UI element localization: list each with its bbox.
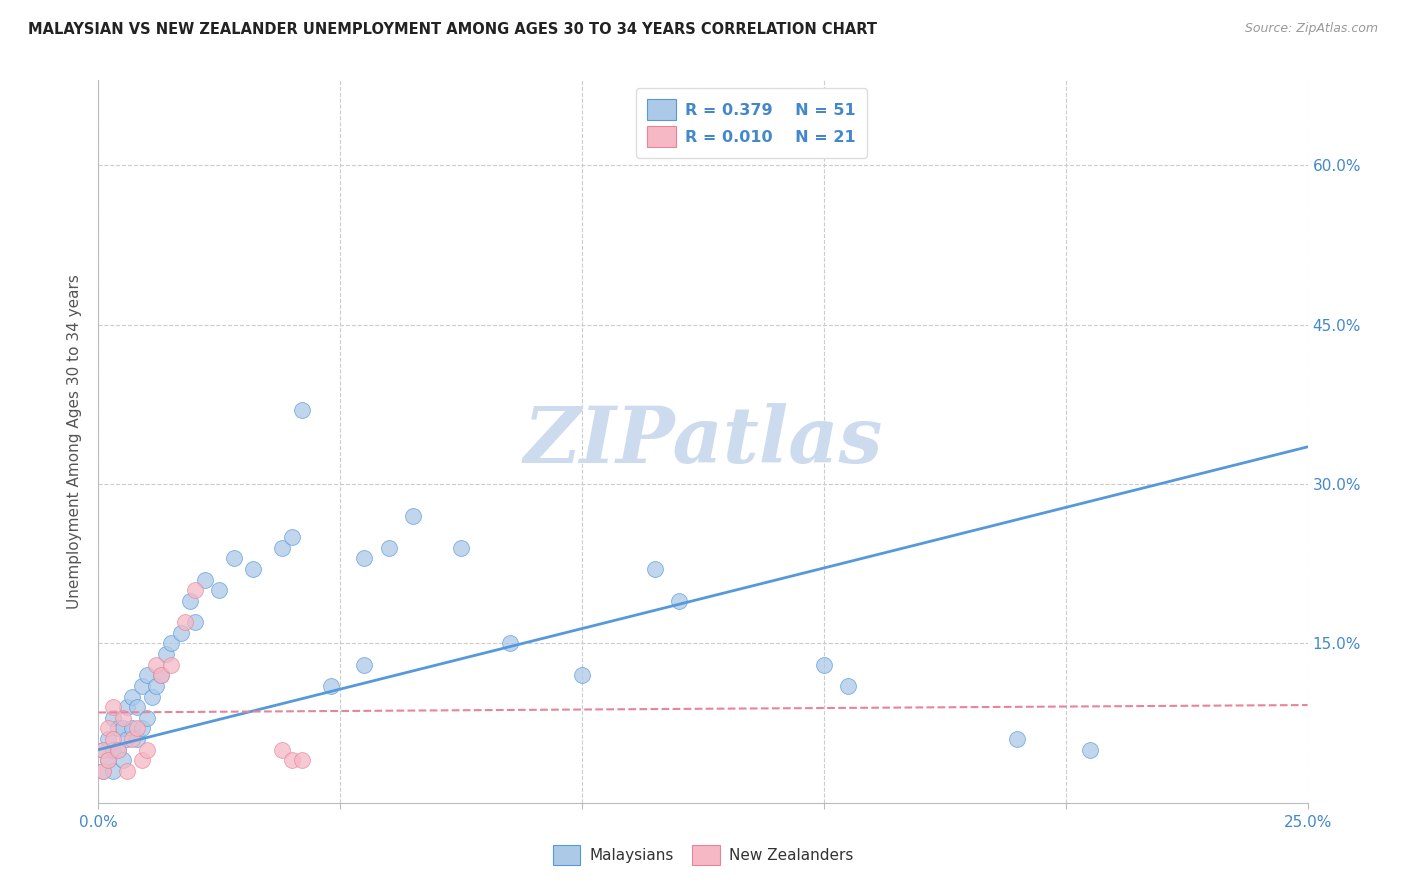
Y-axis label: Unemployment Among Ages 30 to 34 years: Unemployment Among Ages 30 to 34 years bbox=[66, 274, 82, 609]
Point bbox=[169, 625, 191, 640]
Point bbox=[141, 690, 163, 704]
Point bbox=[101, 711, 124, 725]
Point bbox=[145, 679, 167, 693]
Point bbox=[135, 742, 157, 756]
Point bbox=[97, 753, 120, 767]
Point bbox=[101, 764, 124, 778]
Point bbox=[208, 583, 231, 598]
Point bbox=[150, 668, 173, 682]
Point bbox=[97, 722, 120, 736]
Legend: Malaysians, New Zealanders: Malaysians, New Zealanders bbox=[547, 839, 859, 871]
Point bbox=[111, 711, 134, 725]
Point bbox=[184, 615, 207, 630]
Point bbox=[242, 562, 264, 576]
Point bbox=[135, 668, 157, 682]
Point bbox=[271, 742, 294, 756]
Point bbox=[377, 541, 399, 555]
Point bbox=[101, 732, 124, 747]
Point bbox=[837, 679, 859, 693]
Point bbox=[111, 753, 134, 767]
Point bbox=[127, 722, 149, 736]
Point bbox=[117, 732, 139, 747]
Point bbox=[145, 657, 167, 672]
Point bbox=[117, 764, 139, 778]
Point bbox=[281, 753, 304, 767]
Point bbox=[194, 573, 217, 587]
Point bbox=[290, 753, 312, 767]
Point bbox=[121, 722, 143, 736]
Point bbox=[668, 594, 690, 608]
Point bbox=[1007, 732, 1029, 747]
Point bbox=[160, 657, 183, 672]
Point bbox=[184, 583, 207, 598]
Point bbox=[179, 594, 201, 608]
Point bbox=[644, 562, 666, 576]
Text: ZIPatlas: ZIPatlas bbox=[523, 403, 883, 480]
Point bbox=[498, 636, 520, 650]
Point bbox=[127, 732, 149, 747]
Point bbox=[353, 657, 375, 672]
Point bbox=[117, 700, 139, 714]
Text: MALAYSIAN VS NEW ZEALANDER UNEMPLOYMENT AMONG AGES 30 TO 34 YEARS CORRELATION CH: MALAYSIAN VS NEW ZEALANDER UNEMPLOYMENT … bbox=[28, 22, 877, 37]
Text: Source: ZipAtlas.com: Source: ZipAtlas.com bbox=[1244, 22, 1378, 36]
Point bbox=[155, 647, 177, 661]
Point bbox=[135, 711, 157, 725]
Point bbox=[131, 753, 153, 767]
Point bbox=[101, 700, 124, 714]
Point bbox=[281, 530, 304, 544]
Point bbox=[150, 668, 173, 682]
Point bbox=[222, 551, 245, 566]
Point bbox=[813, 657, 835, 672]
Point bbox=[91, 742, 114, 756]
Point bbox=[319, 679, 342, 693]
Point bbox=[290, 402, 312, 417]
Point bbox=[91, 742, 114, 756]
Point bbox=[121, 690, 143, 704]
Point bbox=[101, 742, 124, 756]
Point bbox=[353, 551, 375, 566]
Point bbox=[97, 753, 120, 767]
Point bbox=[91, 764, 114, 778]
Legend: R = 0.379    N = 51, R = 0.010    N = 21: R = 0.379 N = 51, R = 0.010 N = 21 bbox=[636, 88, 868, 158]
Point bbox=[91, 764, 114, 778]
Point bbox=[450, 541, 472, 555]
Point bbox=[174, 615, 197, 630]
Point bbox=[107, 742, 129, 756]
Point bbox=[131, 679, 153, 693]
Point bbox=[127, 700, 149, 714]
Point bbox=[131, 722, 153, 736]
Point bbox=[571, 668, 593, 682]
Point bbox=[271, 541, 294, 555]
Point bbox=[107, 722, 129, 736]
Point bbox=[402, 508, 425, 523]
Point bbox=[97, 732, 120, 747]
Point bbox=[1078, 742, 1101, 756]
Point bbox=[107, 742, 129, 756]
Point bbox=[121, 732, 143, 747]
Point bbox=[111, 722, 134, 736]
Point bbox=[160, 636, 183, 650]
